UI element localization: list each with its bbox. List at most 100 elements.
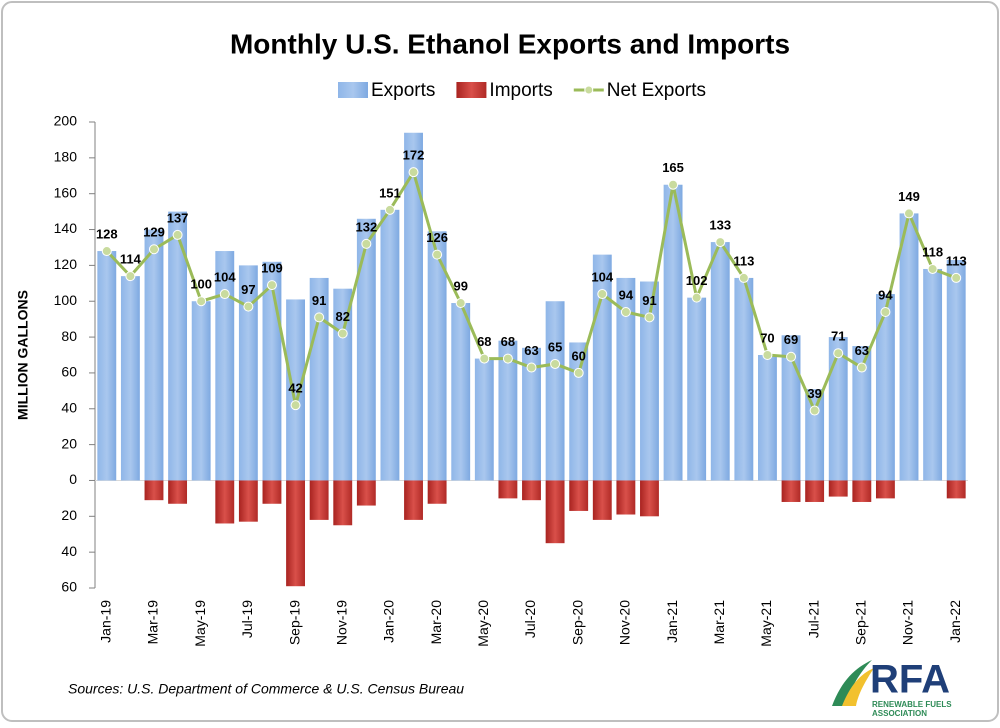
y-tick-label: 20 xyxy=(61,435,77,451)
point xyxy=(219,289,230,300)
point xyxy=(833,348,844,359)
point xyxy=(361,238,372,249)
y-tick-label: 160 xyxy=(54,184,78,200)
source: Sources: U.S. Department of Commerce & U… xyxy=(68,681,464,697)
bar xyxy=(120,276,140,481)
bar xyxy=(616,277,636,481)
bar xyxy=(852,346,872,481)
x-tick-label: Mar-21 xyxy=(711,600,727,645)
data-label: 60 xyxy=(571,348,585,363)
point xyxy=(455,298,466,309)
bar xyxy=(758,355,777,481)
x-tick-label: Nov-19 xyxy=(333,600,349,645)
bar xyxy=(875,294,895,481)
bar xyxy=(356,480,376,506)
y-tick-label: 200 xyxy=(54,113,78,129)
data-label: 91 xyxy=(642,293,656,308)
y-tick-label: 0 xyxy=(69,471,77,487)
y-tick-label: 120 xyxy=(54,256,78,272)
data-label: 63 xyxy=(524,343,538,358)
bar xyxy=(781,480,801,502)
bar xyxy=(427,231,447,481)
bar xyxy=(356,218,376,481)
bar xyxy=(262,261,282,481)
bar xyxy=(168,211,188,481)
legend-swatch xyxy=(456,82,487,98)
bar xyxy=(215,480,235,524)
y-tick-label: 80 xyxy=(61,328,77,344)
x-tick-label: Mar-19 xyxy=(145,600,161,645)
bar xyxy=(592,480,612,520)
y-tick-label: 60 xyxy=(61,579,77,595)
point xyxy=(290,400,301,411)
data-label: 102 xyxy=(686,273,708,288)
point xyxy=(856,362,867,373)
bar xyxy=(404,132,423,481)
x-tick-label: Jul-21 xyxy=(805,600,821,638)
x-tick-label: Mar-20 xyxy=(428,600,444,645)
bar xyxy=(875,480,895,499)
logo-tagline: RENEWABLE FUELS xyxy=(872,700,952,709)
x-tick-label: Sep-21 xyxy=(853,600,869,645)
point xyxy=(101,246,112,257)
bar xyxy=(238,265,258,481)
y-tick-label: 60 xyxy=(61,364,77,380)
point xyxy=(762,350,773,360)
bar xyxy=(899,213,919,481)
point xyxy=(432,249,443,260)
data-label: 63 xyxy=(855,343,869,358)
data-label: 129 xyxy=(143,225,165,240)
bar xyxy=(545,301,565,481)
logo-text: RFA xyxy=(870,658,950,702)
data-label: 149 xyxy=(898,189,920,204)
point xyxy=(148,244,159,255)
bar xyxy=(144,480,164,501)
data-label: 126 xyxy=(426,230,448,245)
data-label: 99 xyxy=(453,278,467,293)
point xyxy=(196,296,207,307)
data-label: 94 xyxy=(878,287,893,302)
point xyxy=(479,353,490,364)
data-label: 172 xyxy=(403,148,425,163)
data-label: 82 xyxy=(336,309,350,324)
bar xyxy=(710,242,730,481)
bar xyxy=(215,251,235,481)
point xyxy=(904,208,915,219)
x-tick-label: May-20 xyxy=(475,600,491,647)
point xyxy=(526,362,537,373)
x-tick-label: Jan-21 xyxy=(664,600,680,643)
bar xyxy=(640,281,659,481)
point xyxy=(715,237,726,248)
point xyxy=(691,292,702,303)
bar xyxy=(569,480,589,511)
data-label: 128 xyxy=(96,226,118,241)
point xyxy=(125,271,136,282)
bar xyxy=(592,254,612,481)
x-tick-label: Jul-19 xyxy=(239,600,255,638)
bar xyxy=(923,268,943,481)
bar xyxy=(309,277,329,481)
point xyxy=(550,358,561,369)
x-tick-label: Jul-20 xyxy=(522,600,538,638)
data-label: 132 xyxy=(355,219,377,234)
bar xyxy=(380,209,400,481)
data-label: 42 xyxy=(288,381,302,396)
bar xyxy=(640,480,659,517)
bar xyxy=(805,389,825,481)
bar xyxy=(474,358,494,481)
bar xyxy=(687,297,707,481)
legend-swatch xyxy=(338,82,368,98)
data-label: 137 xyxy=(167,210,189,225)
point xyxy=(266,280,277,291)
point xyxy=(172,229,183,240)
bar xyxy=(545,480,565,544)
data-label: 113 xyxy=(946,253,967,268)
bar xyxy=(168,480,188,504)
point xyxy=(408,167,419,178)
bar xyxy=(451,303,471,481)
y-tick-label: 140 xyxy=(54,220,78,236)
x-tick-label: Nov-21 xyxy=(900,600,916,645)
point xyxy=(384,204,395,215)
